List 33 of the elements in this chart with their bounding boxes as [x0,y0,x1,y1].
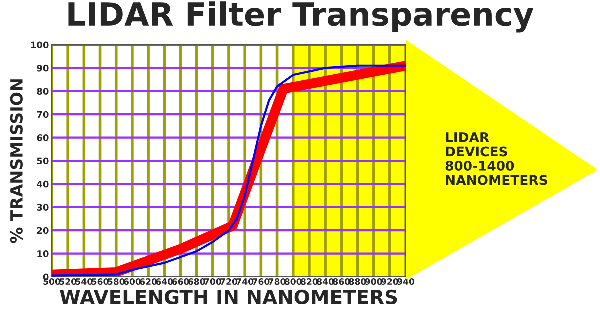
y-tick-label: 70 [37,111,49,118]
y-tick-label: 40 [37,180,49,188]
y-tick-label: 50 [37,158,49,165]
x-tick-label: 900 [365,278,382,286]
x-tick-label: 880 [349,278,366,286]
x-tick-label: 780 [268,278,286,286]
y-tick-label: 10 [38,250,49,258]
x-tick-label: 920 [381,278,398,286]
y-tick-label: 80 [37,88,49,95]
x-tick-label: 800 [284,278,302,286]
x-tick-label: 560 [92,278,109,286]
x-tick-label: 700 [204,278,222,286]
x-tick-label: 860 [333,278,350,286]
x-tick-label: 540 [76,278,93,286]
y-tick-label: 90 [37,64,49,72]
x-tick-label: 820 [300,278,318,286]
y-tick-label: 100 [31,42,49,49]
x-tick-label: 520 [60,278,77,286]
chart-title: LIDAR Filter Transparency [68,2,534,33]
y-tick-label: 60 [37,134,49,142]
x-tick-label: 660 [172,278,190,286]
x-tick-label: 740 [236,278,254,286]
y-tick-label: 30 [37,204,49,211]
text: LIDAR DEVICES 800-1400 NANOMETERS [446,132,548,186]
x-tick-label: 760 [252,278,270,286]
x-tick-label: 940 [397,278,415,286]
y-axis-title: % TRANSMISSION [10,80,23,244]
x-axis-title: WAVELENGTH IN NANOMETERS [60,290,398,305]
x-tick-label: 680 [188,278,206,286]
x-tick-label: 580 [108,278,125,286]
x-tick-label: 840 [317,278,334,286]
x-tick-label: 720 [220,278,238,286]
y-tick-label: 20 [37,227,49,234]
